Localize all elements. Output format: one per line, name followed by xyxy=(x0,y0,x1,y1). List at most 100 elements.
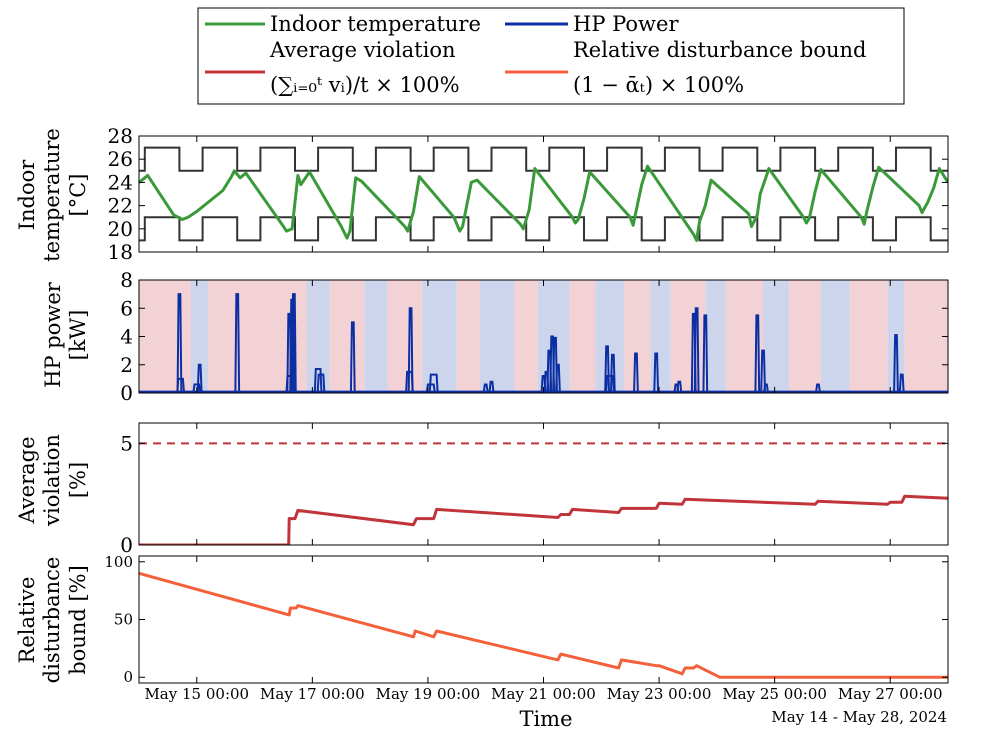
cooling-band xyxy=(364,280,388,393)
axes-frame xyxy=(138,422,949,546)
x-tick-label: May 19 00:00 xyxy=(376,685,481,703)
x-tick-label: May 23 00:00 xyxy=(607,685,712,703)
y-tick-label: 6 xyxy=(120,296,133,320)
y-tick-label: 22 xyxy=(108,194,133,218)
ylabel-line: temperature xyxy=(40,128,64,262)
x-tick-label: May 21 00:00 xyxy=(491,685,596,703)
y-tick-label: 8 xyxy=(120,268,133,292)
temperature-line xyxy=(139,164,948,242)
ylabel-line: HP power xyxy=(41,281,65,388)
legend-formula-average-violation: (∑ᵢ₌₀ᵗ vᵢ)/t × 100% xyxy=(270,73,460,97)
y-tick-label: 5 xyxy=(120,431,133,455)
heating-band xyxy=(569,280,596,393)
ylabel-line: Average xyxy=(15,436,39,524)
cooling-band xyxy=(306,280,330,393)
heating-band xyxy=(670,280,706,393)
plot-area xyxy=(139,571,948,679)
cooling-band xyxy=(422,280,457,393)
hp-power-spike xyxy=(760,349,766,392)
ylabel-line: [kW] xyxy=(66,310,90,361)
hp-power-spike xyxy=(543,370,550,392)
hp-power-spike xyxy=(192,383,202,392)
ylabel-line: Relative xyxy=(15,577,39,664)
hp-power-spike xyxy=(482,383,489,392)
cooling-band xyxy=(763,280,790,393)
hp-power-spike xyxy=(349,321,356,392)
panel-relative-disturbance-bound: 0 50 100 xyxy=(104,553,949,686)
hp-power-spike xyxy=(898,373,905,392)
ylabel-line: [%] xyxy=(66,462,90,498)
y-tick-label: 50 xyxy=(114,611,133,629)
hp-power-spike xyxy=(405,370,414,392)
cooling-band xyxy=(650,280,671,393)
hp-power-spike xyxy=(633,352,639,392)
hp-power-spike xyxy=(754,314,761,392)
cooling-band xyxy=(595,280,625,393)
hp-power-spike xyxy=(702,314,709,392)
hp-power-spike xyxy=(176,293,183,392)
hp-power-spike xyxy=(555,363,561,392)
y-tick-label: 20 xyxy=(108,217,133,241)
x-tick-label: May 15 00:00 xyxy=(144,685,249,703)
hp-power-spike xyxy=(676,380,683,392)
heating-band xyxy=(514,280,538,393)
y-tick-label: 28 xyxy=(108,124,133,148)
y-tick-label: 0 xyxy=(120,381,133,405)
ylabel-line: Indoor xyxy=(15,159,39,231)
date-range-note: May 14 - May 28, 2024 xyxy=(771,708,947,726)
panel-average-violation: 05 xyxy=(120,422,949,557)
y-tick-label: 4 xyxy=(120,325,133,349)
ylabel-average-violation: Average violation [%] xyxy=(15,434,90,527)
disturbance-bound-line xyxy=(139,571,948,679)
ylabel-indoor-temperature: Indoor temperature [°C] xyxy=(15,128,90,262)
hp-power-spike xyxy=(693,307,700,392)
hp-power-spike xyxy=(313,367,323,392)
heating-band xyxy=(904,280,948,393)
hp-power-spike xyxy=(196,363,203,392)
axes-frame xyxy=(138,555,949,684)
hp-power-spike xyxy=(488,380,495,392)
cooling-band xyxy=(191,280,209,393)
hp-power-spike xyxy=(653,352,660,392)
y-tick-label: 26 xyxy=(108,147,133,171)
hp-power-spike xyxy=(285,375,296,392)
y-tick-label: 24 xyxy=(108,170,133,194)
y-tick-label: 0 xyxy=(120,533,133,557)
legend-label-indoor-temperature: Indoor temperature xyxy=(270,12,481,36)
ylabel-relative-disturbance-bound: Relative disturbance bound [%] xyxy=(15,557,90,684)
cooling-band xyxy=(820,280,850,393)
heating-band xyxy=(789,280,821,393)
hp-power-spike xyxy=(176,377,185,392)
ylabel-line: [°C] xyxy=(66,174,90,217)
plot-area xyxy=(139,442,948,545)
hp-power-spike xyxy=(609,353,616,392)
ylabel-line: disturbance xyxy=(40,557,64,684)
legend-label-relative-disturbance-bound: Relative disturbance bound xyxy=(573,38,866,62)
hp-power-spike xyxy=(234,293,241,392)
legend-formula-relative-disturbance-bound: (1 − ᾱₜ) × 100% xyxy=(573,73,744,97)
hp-power-spike xyxy=(604,345,610,392)
ylabel-line: bound [%] xyxy=(66,565,90,675)
heating-band xyxy=(387,280,423,393)
hp-power-spike xyxy=(605,375,615,392)
cooling-band xyxy=(705,280,726,393)
hp-power-spike xyxy=(290,293,297,392)
upper-comfort-bound xyxy=(139,146,948,172)
plot-area xyxy=(139,146,948,242)
ylabel-hp-power: HP power [kW] xyxy=(41,281,90,388)
legend: Indoor temperature HP Power Average viol… xyxy=(197,7,905,105)
x-axis-label: Time xyxy=(519,707,572,731)
x-tick-label: May 17 00:00 xyxy=(260,685,365,703)
y-tick-label: 18 xyxy=(108,240,133,264)
average-violation-line xyxy=(139,494,948,545)
hp-power-spike xyxy=(407,307,414,392)
plot-area xyxy=(139,280,948,393)
heating-band xyxy=(456,280,480,393)
panel-hp-power: 0 2 4 6 8 xyxy=(120,268,949,405)
legend-label-hp-power: HP Power xyxy=(573,12,679,36)
x-tick-label: May 27 00:00 xyxy=(838,685,943,703)
y-tick-label: 100 xyxy=(104,553,133,571)
y-tick-label: 2 xyxy=(120,353,133,377)
